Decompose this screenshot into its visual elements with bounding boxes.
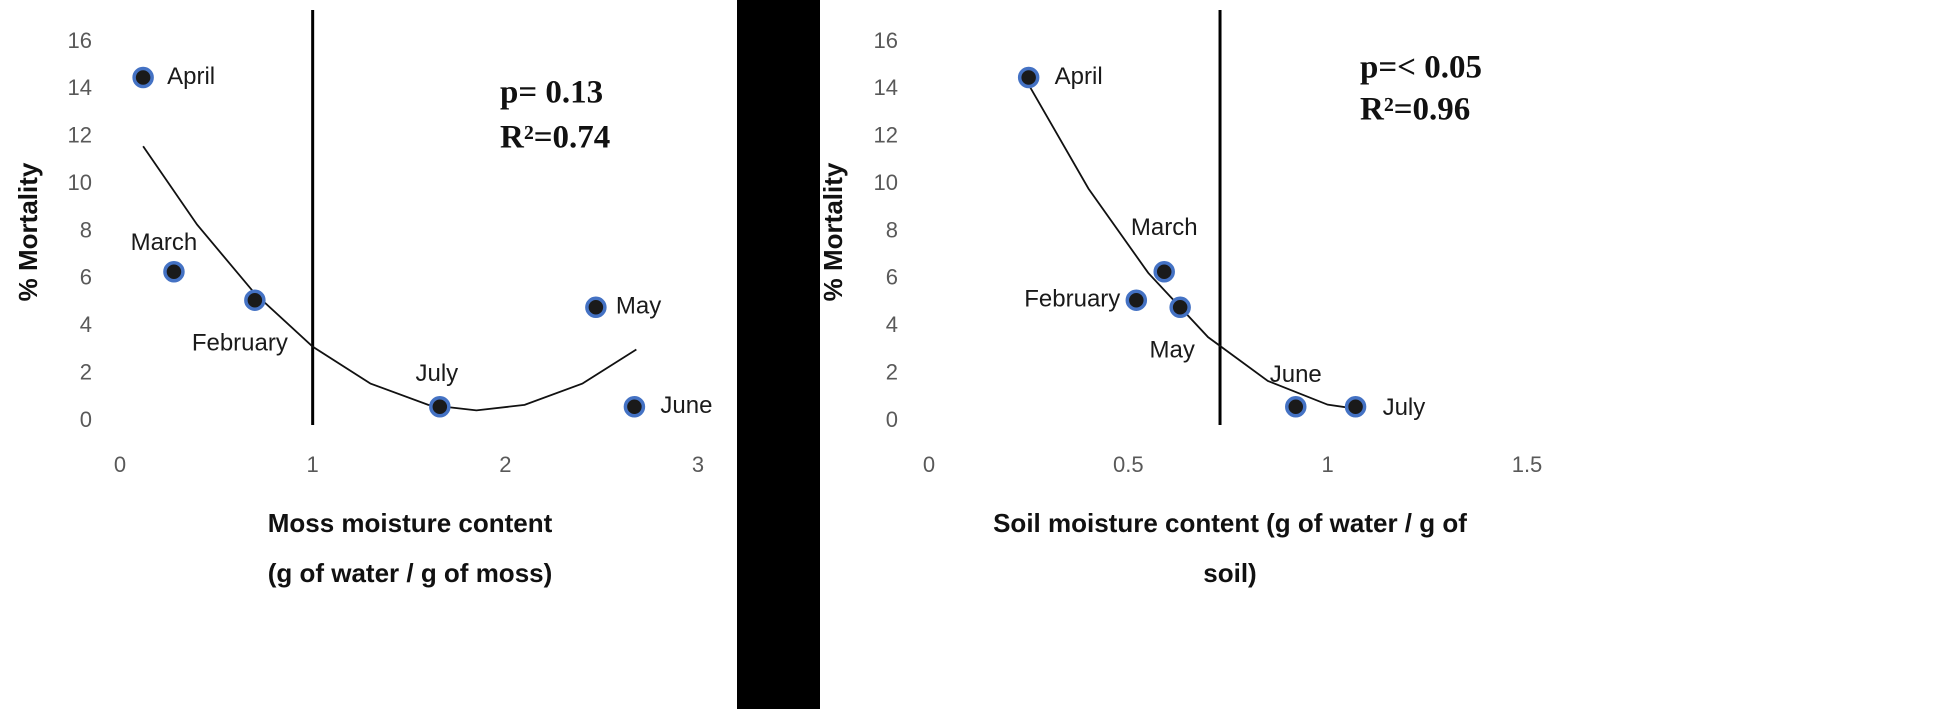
x-axis-title: Soil moisture content (g of water / g of	[993, 508, 1467, 538]
y-tick-label: 8	[886, 217, 898, 242]
divider	[737, 0, 820, 709]
data-point	[1169, 296, 1191, 319]
y-tick-label: 2	[80, 359, 92, 384]
trend-line	[142, 145, 637, 412]
y-tick-label: 4	[80, 312, 92, 337]
data-point	[163, 261, 185, 283]
point-label: April	[1055, 63, 1103, 90]
point-label: June	[1270, 361, 1322, 388]
y-tick-label: 14	[68, 75, 92, 100]
y-tick-label: 6	[80, 265, 92, 290]
y-axis-title: % Mortality	[13, 162, 43, 301]
data-point	[623, 396, 646, 418]
chart: 0 2 4 6 8 10 12 14 16 0 0.5 1 1.5 % Mortality Soil moi…	[818, 10, 1542, 588]
y-tick-label: 2	[886, 359, 898, 384]
data-point	[429, 396, 451, 418]
y-tick-label: 10	[874, 170, 898, 195]
y-tick-label: 16	[68, 28, 92, 53]
x-tick-label: 0	[923, 452, 935, 477]
x-axis-title: soil)	[1203, 558, 1256, 588]
y-tick-label: 16	[874, 28, 898, 53]
point-label: July	[415, 360, 458, 387]
x-tick-label: 0	[114, 452, 126, 477]
y-tick-label: 10	[68, 170, 92, 195]
data-point	[1344, 396, 1367, 418]
data-point	[132, 66, 154, 89]
x-tick-label: 2	[499, 452, 511, 477]
data-point	[1153, 261, 1175, 283]
point-label: March	[1131, 214, 1198, 241]
annotation: p= 0.13	[500, 75, 603, 111]
annotation: R²=0.96	[1360, 92, 1470, 128]
point-label: February	[192, 330, 288, 357]
y-tick-label: 0	[886, 407, 898, 432]
data-point	[585, 296, 607, 319]
x-axis-title: Moss moisture content	[268, 508, 553, 538]
x-tick-label: 1	[1322, 452, 1334, 477]
y-tick-label: 6	[886, 265, 898, 290]
point-label: March	[131, 229, 198, 256]
y-tick-label: 12	[874, 123, 898, 148]
data-point	[1285, 396, 1307, 418]
y-tick-label: 0	[80, 407, 92, 432]
x-tick-label: 0.5	[1113, 452, 1144, 477]
point-label: April	[167, 63, 215, 90]
point-label: February	[1024, 286, 1120, 313]
y-tick-label: 14	[874, 75, 898, 100]
trend-line	[1027, 84, 1356, 410]
y-axis-title: % Mortality	[818, 162, 848, 301]
point-label: June	[660, 392, 712, 419]
point-label: May	[1149, 337, 1194, 364]
data-point	[1017, 66, 1040, 89]
y-tick-label: 12	[68, 123, 92, 148]
x-tick-label: 1	[307, 452, 319, 477]
point-label: July	[1383, 394, 1426, 421]
point-label: May	[616, 293, 661, 320]
data-point	[244, 289, 266, 311]
x-tick-label: 3	[692, 452, 704, 477]
annotation: R²=0.74	[500, 120, 610, 156]
x-tick-label: 1.5	[1512, 452, 1543, 477]
y-tick-label: 4	[886, 312, 898, 337]
y-tick-label: 8	[80, 217, 92, 242]
annotation: p=< 0.05	[1360, 50, 1482, 86]
data-point	[1125, 289, 1148, 311]
x-axis-title: (g of water / g of moss)	[268, 558, 553, 588]
